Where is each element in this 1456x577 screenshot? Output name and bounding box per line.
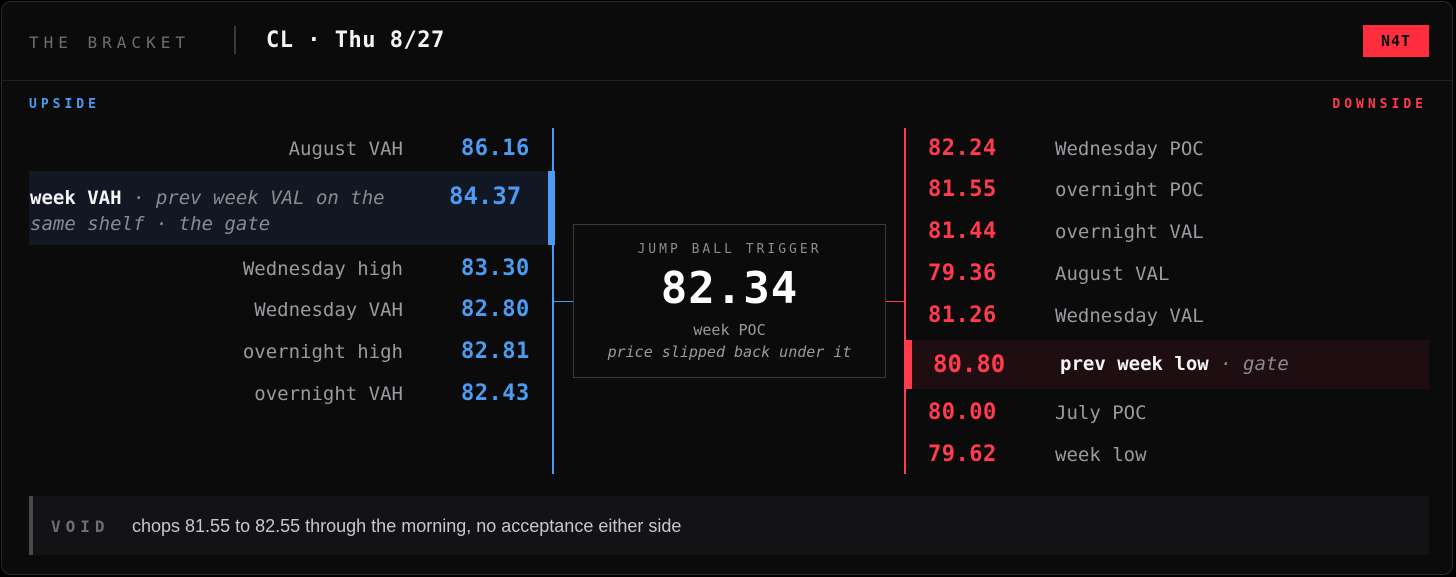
level-label: prev week low · gate — [1060, 353, 1289, 375]
downside-axis-line — [904, 128, 906, 474]
level-price: 81.44 — [928, 219, 997, 244]
upside-axis-line — [552, 128, 554, 474]
level-price: 79.62 — [928, 442, 997, 467]
level-price: 81.55 — [928, 177, 997, 202]
level-label: overnight POC — [1055, 179, 1204, 201]
downside-level: 81.55 overnight POC — [906, 175, 1426, 205]
level-label: Wednesday VAL — [1055, 305, 1204, 327]
level-price: 84.37 — [449, 182, 522, 210]
level-price: 81.26 — [928, 303, 997, 328]
downside-level-highlighted: 80.80 prev week low · gate — [905, 340, 1429, 389]
level-label: August VAH — [288, 138, 403, 160]
upside-level: overnight high 82.81 — [29, 337, 549, 367]
void-note: VOID chops 81.55 to 82.55 through the mo… — [29, 496, 1429, 555]
upside-level-highlighted: week VAH · prev week VAL on the same she… — [29, 171, 555, 245]
trigger-title: JUMP BALL TRIGGER — [637, 242, 822, 257]
level-label: week low — [1055, 444, 1147, 466]
header: THE BRACKET CL · Thu 8/27 N4T — [2, 2, 1452, 81]
downside-level: 81.44 overnight VAL — [906, 217, 1426, 247]
level-label-note: · prev week VAL on the same shelf · the … — [30, 187, 385, 235]
level-label-note: · gate — [1208, 353, 1289, 375]
level-label-bold: prev week low — [1060, 353, 1209, 375]
level-label: July POC — [1055, 402, 1147, 424]
trigger-box: JUMP BALL TRIGGER 82.34 week POC price s… — [573, 224, 886, 378]
downside-level: 80.00 July POC — [906, 398, 1426, 428]
level-label: week VAH · prev week VAL on the same she… — [30, 185, 430, 237]
downside-level: 81.26 Wednesday VAL — [906, 301, 1426, 331]
upside-level: Wednesday high 83.30 — [29, 254, 549, 284]
void-key: VOID — [51, 517, 110, 536]
n4t-badge[interactable]: N4T — [1363, 25, 1429, 57]
level-label-bold: week VAH — [30, 187, 122, 209]
highlight-bar — [905, 340, 912, 389]
trigger-price: 82.34 — [660, 263, 799, 314]
level-price: 80.80 — [933, 350, 1006, 378]
level-label: overnight VAL — [1055, 221, 1204, 243]
level-price: 79.36 — [928, 261, 997, 286]
level-price: 86.16 — [461, 136, 530, 161]
level-price: 83.30 — [461, 256, 530, 281]
instrument-title: CL · Thu 8/27 — [266, 28, 445, 53]
trigger-subtitle: week POC — [693, 321, 766, 339]
level-label: Wednesday VAH — [254, 299, 403, 321]
level-label: overnight high — [242, 341, 403, 363]
upside-label: UPSIDE — [29, 97, 100, 112]
upside-level: overnight VAH 82.43 — [29, 379, 549, 409]
level-label: Wednesday POC — [1055, 138, 1204, 160]
level-price: 82.80 — [461, 297, 530, 322]
downside-level: 82.24 Wednesday POC — [906, 134, 1426, 164]
header-divider — [234, 26, 236, 54]
level-price: 82.43 — [461, 381, 530, 406]
trigger-note: price slipped back under it — [607, 343, 852, 361]
downside-connector — [886, 301, 904, 302]
void-accent-bar — [29, 496, 33, 555]
level-label: overnight VAH — [254, 383, 403, 405]
upside-level: Wednesday VAH 82.80 — [29, 295, 549, 325]
level-price: 80.00 — [928, 400, 997, 425]
level-price: 82.81 — [461, 339, 530, 364]
brand-title: THE BRACKET — [29, 33, 190, 52]
void-message: chops 81.55 to 82.55 through the morning… — [132, 516, 682, 536]
downside-level: 79.36 August VAL — [906, 259, 1426, 289]
upside-connector — [554, 301, 573, 302]
downside-label: DOWNSIDE — [1332, 97, 1427, 112]
level-label: Wednesday high — [242, 258, 403, 280]
downside-level: 79.62 week low — [906, 440, 1426, 470]
level-price: 82.24 — [928, 136, 997, 161]
level-label: August VAL — [1055, 263, 1170, 285]
highlight-bar — [548, 171, 555, 245]
upside-level: August VAH 86.16 — [29, 134, 549, 164]
